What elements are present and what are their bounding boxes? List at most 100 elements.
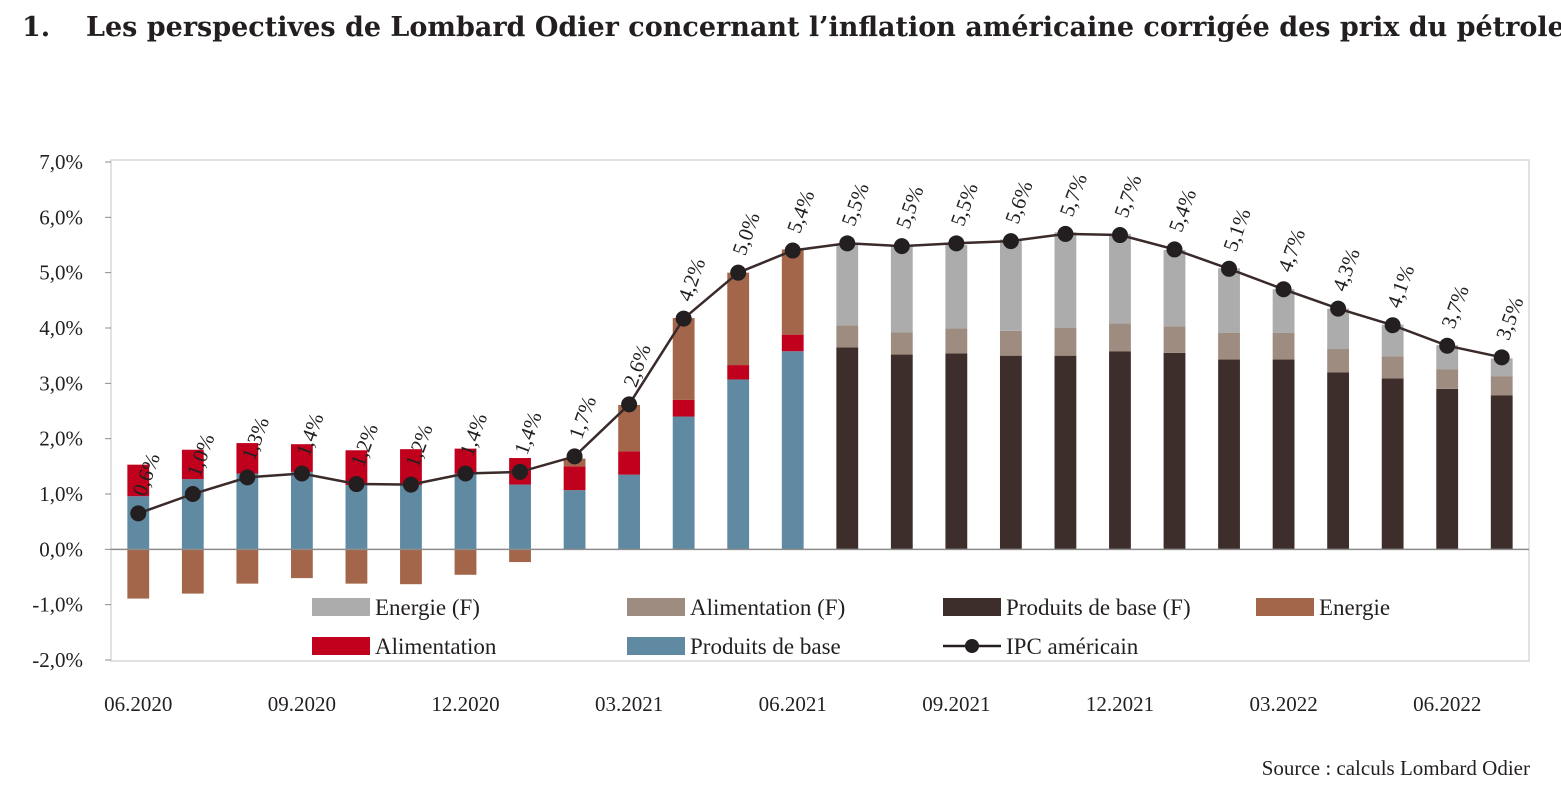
- bar-alimentation-12: [781, 334, 804, 352]
- legend-alimentation-label: Alimentation: [375, 634, 497, 659]
- cpi-data-label-1: 1,0%: [182, 430, 220, 479]
- bar-energie-f-16: [999, 239, 1022, 331]
- bar-alimentation-11: [727, 365, 750, 380]
- cpi-data-label-17: 5,7%: [1055, 170, 1093, 219]
- cpi-point-23: [1384, 317, 1401, 334]
- bar-energie-5: [400, 549, 422, 585]
- cpi-point-13: [839, 235, 856, 252]
- legend-ipc-americain-marker: [965, 639, 979, 653]
- cpi-data-label-10: 4,2%: [673, 255, 711, 304]
- bar-produits-de-base-f-13: [836, 347, 859, 550]
- y-tick-label: 4,0%: [39, 316, 83, 340]
- bar-produits-de-base-f-17: [1054, 355, 1077, 550]
- legend-produits-de-base-f-swatch: [943, 598, 1001, 616]
- legend-produits-de-base-f-label: Produits de base (F): [1006, 595, 1191, 620]
- bar-energie-4: [345, 549, 368, 584]
- bar-produits-de-base-10: [672, 416, 695, 550]
- cpi-data-label-24: 3,7%: [1436, 282, 1474, 331]
- bar-alimentation-1: [181, 449, 204, 480]
- y-tick-label: -2,0%: [32, 648, 83, 672]
- bar-produits-de-base-5: [400, 485, 422, 550]
- cpi-point-21: [1275, 281, 1292, 298]
- bar-energie-9: [618, 404, 641, 452]
- bar-produits-de-base-9: [618, 474, 641, 550]
- bar-produits-de-base-6: [454, 473, 477, 550]
- cpi-point-10: [675, 310, 692, 327]
- legend: Energie (F) Alimentation (F) Produits de b…: [312, 595, 1390, 659]
- cpi-data-label-5: 1,2%: [400, 421, 438, 470]
- bar-alimentation-4: [345, 450, 368, 486]
- legend-alimentation-f-label: Alimentation (F): [690, 595, 845, 620]
- bar-produits-de-base-f-16: [999, 355, 1022, 550]
- bar-alimentation-f-18: [1109, 323, 1131, 352]
- bar-produits-de-base-12: [781, 351, 804, 550]
- bar-alimentation-f-25: [1490, 376, 1513, 396]
- bar-produits-de-base-8: [563, 490, 586, 550]
- bar-produits-de-base-f-15: [945, 353, 968, 550]
- bar-alimentation-2: [236, 443, 259, 474]
- x-tick-label: 06.2021: [759, 692, 827, 716]
- x-tick-label: 03.2022: [1249, 692, 1317, 716]
- cpi-point-8: [566, 448, 583, 465]
- cpi-data-label-3: 1,4%: [291, 410, 329, 459]
- bar-energie-f-21: [1272, 289, 1295, 333]
- x-tick-label: 09.2021: [922, 692, 990, 716]
- bar-energie-f-18: [1109, 233, 1131, 324]
- legend-energie-f-swatch: [312, 598, 370, 616]
- bar-energie-f-19: [1163, 249, 1186, 327]
- cpi-point-9: [621, 396, 638, 413]
- bar-energie-12: [781, 249, 804, 335]
- x-tick-label: 06.2022: [1413, 692, 1481, 716]
- bar-alimentation-f-13: [836, 325, 859, 348]
- bar-alimentation-f-22: [1327, 349, 1350, 373]
- cpi-line-layer: [130, 225, 1510, 522]
- bar-energie-1: [181, 549, 204, 594]
- bar-alimentation-f-24: [1436, 369, 1459, 389]
- cpi-point-2: [239, 469, 256, 486]
- cpi-data-label-19: 5,4%: [1164, 186, 1202, 235]
- bar-energie-7: [509, 549, 531, 563]
- legend-produits-de-base-swatch: [627, 637, 685, 655]
- legend-ipc-americain-label: IPC américain: [1006, 634, 1139, 659]
- y-tick-label: 5,0%: [39, 261, 83, 285]
- cpi-data-label-15: 5,5%: [945, 180, 983, 229]
- bar-produits-de-base-3: [290, 471, 313, 550]
- x-axis: 06.2020 09.2020 12.2020 03.2021 06.2021 09.20…: [104, 692, 1481, 716]
- chart-title-text: Les perspectives de Lombard Odier concer…: [86, 12, 1561, 43]
- bar-energie-f-14: [890, 245, 913, 333]
- cpi-data-label-9: 2,6%: [618, 341, 656, 390]
- bar-energie-f-20: [1218, 268, 1240, 333]
- bar-energie-f-13: [836, 243, 859, 326]
- bar-energie-f-17: [1054, 232, 1077, 328]
- bar-produits-de-base-4: [345, 485, 368, 550]
- bar-energie-0: [127, 549, 150, 599]
- y-tick-label: 0,0%: [39, 537, 83, 561]
- y-tick-label: 1,0%: [39, 482, 83, 506]
- bar-alimentation-f-15: [945, 328, 968, 354]
- legend-alimentation-swatch: [312, 637, 370, 655]
- cpi-point-24: [1439, 337, 1456, 354]
- bar-energie-f-22: [1327, 308, 1350, 350]
- cpi-point-19: [1166, 241, 1183, 258]
- cpi-data-label-16: 5,6%: [1000, 178, 1038, 227]
- cpi-data-label-23: 4,1%: [1382, 262, 1420, 311]
- bar-alimentation-f-23: [1381, 356, 1404, 379]
- bar-alimentation-10: [672, 399, 695, 417]
- cpi-data-label-7: 1,4%: [509, 408, 547, 457]
- bar-produits-de-base-0: [127, 496, 150, 550]
- cpi-point-5: [402, 476, 419, 493]
- bar-alimentation-3: [290, 444, 313, 472]
- cpi-data-label-22: 4,3%: [1327, 245, 1365, 294]
- cpi-point-18: [1111, 227, 1128, 244]
- bar-produits-de-base-f-25: [1490, 395, 1513, 550]
- bar-energie-6: [454, 549, 477, 575]
- legend-produits-de-base-label: Produits de base: [690, 634, 841, 659]
- cpi-data-label-14: 5,5%: [891, 182, 929, 231]
- x-tick-label: 03.2021: [595, 692, 663, 716]
- cpi-point-12: [784, 242, 801, 259]
- bar-produits-de-base-f-21: [1272, 359, 1295, 550]
- legend-alimentation-f-swatch: [627, 598, 685, 616]
- cpi-point-4: [348, 476, 365, 493]
- bar-produits-de-base-f-22: [1327, 372, 1350, 550]
